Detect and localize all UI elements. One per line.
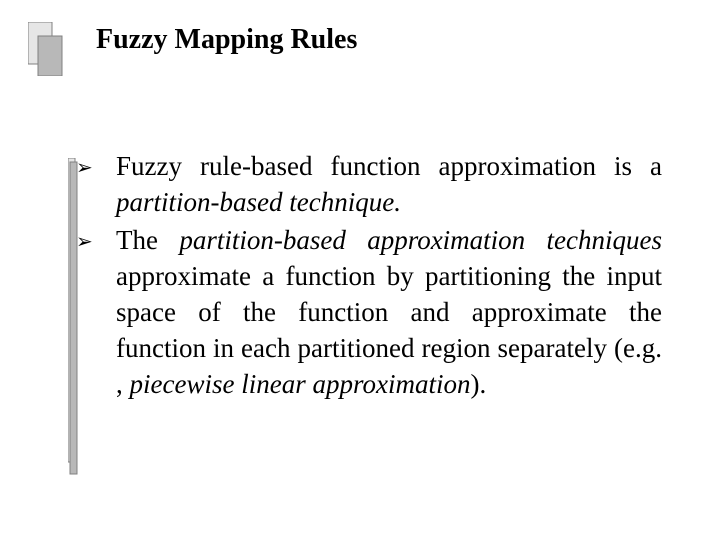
slide-title: Fuzzy Mapping Rules xyxy=(96,24,357,56)
bullet-text: The partition-based approximation techni… xyxy=(116,225,662,399)
bullet-item: ➢ The partition-based approximation techn… xyxy=(72,222,662,402)
slide: Fuzzy Mapping Rules ➢ Fuzzy rule-based fu… xyxy=(0,0,720,540)
text-run: Fuzzy rule-based function approximation … xyxy=(116,151,662,181)
content-area: ➢ Fuzzy rule-based function approximation… xyxy=(72,148,662,404)
italic-run: partition-based technique. xyxy=(116,187,401,217)
bullet-text: Fuzzy rule-based function approximation … xyxy=(116,151,662,217)
text-run: The xyxy=(116,225,179,255)
bullet-list: ➢ Fuzzy rule-based function approximation… xyxy=(72,148,662,402)
bullet-glyph-icon: ➢ xyxy=(76,224,93,260)
text-run: ). xyxy=(470,369,486,399)
italic-run: partition-based approximation techniques xyxy=(179,225,662,255)
bullet-glyph-icon: ➢ xyxy=(76,150,93,186)
title-decoration-icon xyxy=(28,22,68,76)
bullet-item: ➢ Fuzzy rule-based function approximation… xyxy=(72,148,662,220)
title-decoration-inner xyxy=(38,36,62,76)
italic-run: piecewise linear approximation xyxy=(130,369,471,399)
